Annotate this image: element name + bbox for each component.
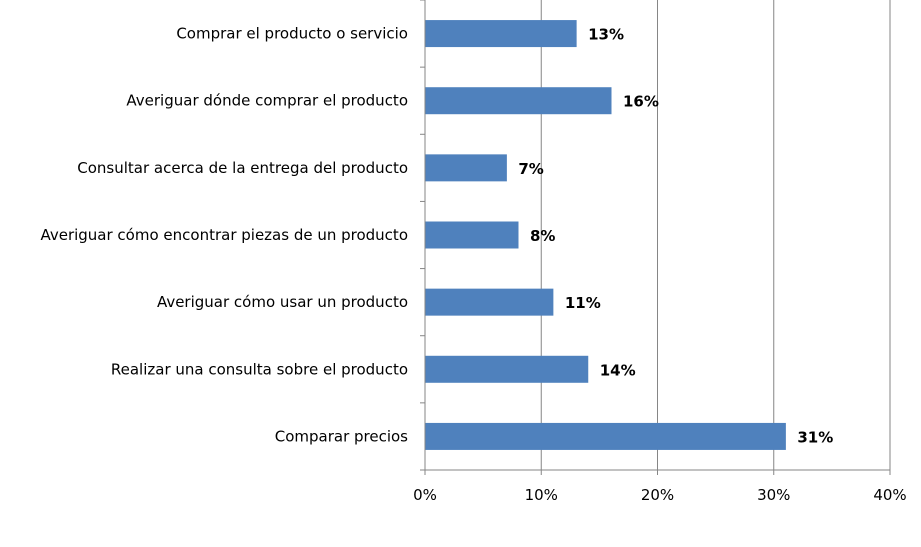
bar	[425, 422, 786, 450]
x-tick-label: 20%	[641, 486, 674, 504]
data-label: 31%	[797, 428, 833, 446]
x-tick-label: 10%	[525, 486, 558, 504]
bar	[425, 355, 589, 383]
data-label: 7%	[518, 160, 543, 178]
category-label: Consultar acerca de la entrega del produ…	[77, 159, 408, 177]
x-tick-label: 30%	[757, 486, 790, 504]
category-label: Comparar precios	[275, 427, 408, 445]
data-label: 8%	[530, 227, 555, 245]
x-tick-label: 0%	[413, 486, 437, 504]
data-label: 14%	[600, 361, 636, 379]
category-label: Averiguar cómo usar un producto	[157, 293, 408, 311]
bar	[425, 87, 612, 115]
category-label: Realizar una consulta sobre el producto	[111, 360, 408, 378]
bar	[425, 288, 554, 316]
data-label: 11%	[565, 294, 601, 312]
category-label: Averiguar cómo encontrar piezas de un pr…	[40, 226, 408, 244]
bar	[425, 20, 577, 48]
data-label: 13%	[588, 26, 624, 44]
data-label: 16%	[623, 93, 659, 111]
bar	[425, 221, 519, 249]
x-tick-label: 40%	[873, 486, 906, 504]
category-label: Averiguar dónde comprar el producto	[126, 92, 408, 110]
category-label: Comprar el producto o servicio	[176, 25, 408, 43]
bar	[425, 154, 507, 182]
